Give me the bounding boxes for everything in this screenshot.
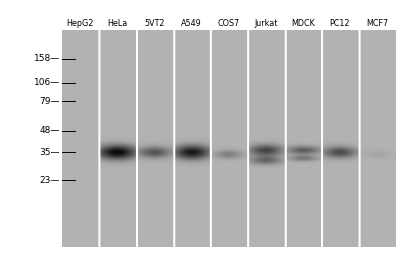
Text: 106—: 106—: [34, 78, 60, 87]
Text: 23—: 23—: [40, 176, 60, 185]
Text: 5VT2: 5VT2: [144, 19, 165, 28]
Text: A549: A549: [181, 19, 202, 28]
Text: HepG2: HepG2: [66, 19, 94, 28]
Text: 158—: 158—: [34, 54, 60, 63]
Text: MCF7: MCF7: [366, 19, 388, 28]
Text: COS7: COS7: [217, 19, 240, 28]
Text: 35—: 35—: [40, 148, 60, 157]
Text: 48—: 48—: [40, 126, 60, 135]
Text: PC12: PC12: [330, 19, 350, 28]
Text: 79—: 79—: [40, 97, 60, 106]
Text: MDCK: MDCK: [291, 19, 315, 28]
Text: Jurkat: Jurkat: [254, 19, 278, 28]
Text: HeLa: HeLa: [107, 19, 127, 28]
